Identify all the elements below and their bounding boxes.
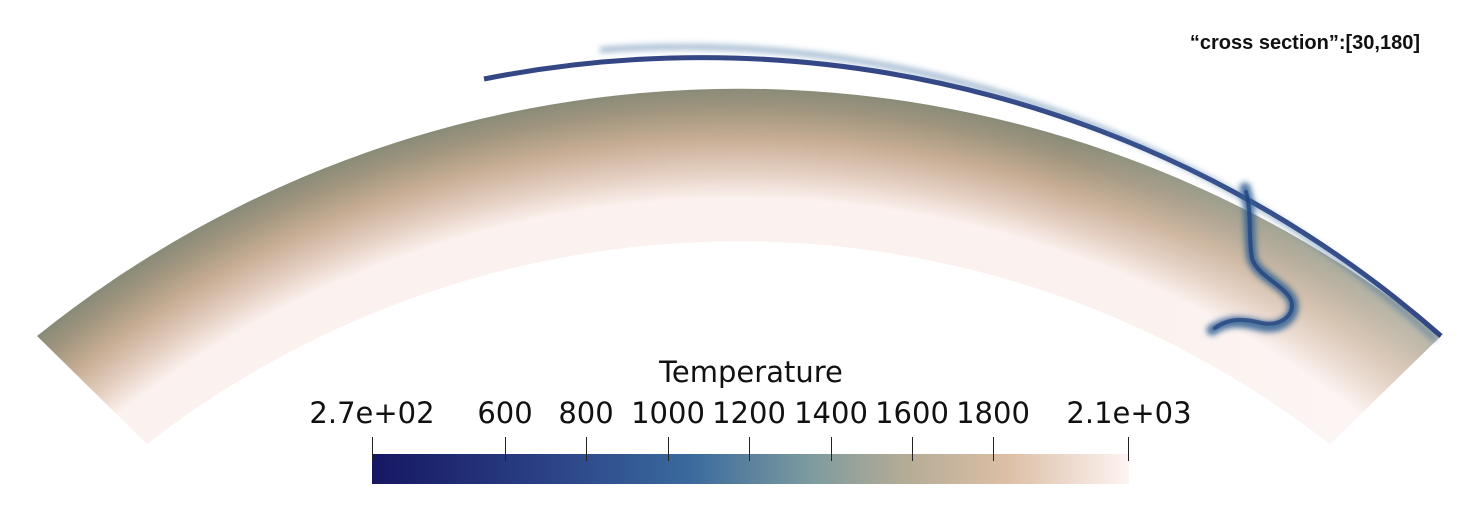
cross-section-label: “cross section”:[30,180] xyxy=(1189,32,1420,54)
colorbar-tick-label: 800 xyxy=(558,396,614,430)
subducting-slab-core xyxy=(1213,190,1294,330)
colorbar-tick-mark xyxy=(586,437,587,461)
colorbar-tick-mark xyxy=(668,437,669,461)
colorbar-tick-label: 1400 xyxy=(794,396,868,430)
colorbar-tick-mark xyxy=(372,437,373,461)
temperature-colorbar xyxy=(372,454,1129,484)
cold-boundary-glow xyxy=(599,43,1439,343)
colorbar-tick-mark xyxy=(912,437,913,461)
colorbar-tick-mark xyxy=(993,437,994,461)
colorbar-tick-label: 1200 xyxy=(712,396,786,430)
colorbar-tick-label: 1600 xyxy=(875,396,949,430)
colorbar-tick-mark xyxy=(1128,437,1129,461)
colorbar-tick-mark xyxy=(749,437,750,461)
colorbar-tick-label: 1800 xyxy=(956,396,1030,430)
colorbar-title: Temperature xyxy=(659,355,843,389)
colorbar-tick-mark xyxy=(505,437,506,461)
colorbar-tick-label: 2.1e+03 xyxy=(1066,396,1192,430)
annulus-right-shade xyxy=(37,88,1441,444)
colorbar-tick-mark xyxy=(831,437,832,461)
colorbar-tick-label: 600 xyxy=(477,396,533,430)
colorbar-tick-label: 1000 xyxy=(631,396,705,430)
colorbar-tick-label: 2.7e+02 xyxy=(309,396,435,430)
